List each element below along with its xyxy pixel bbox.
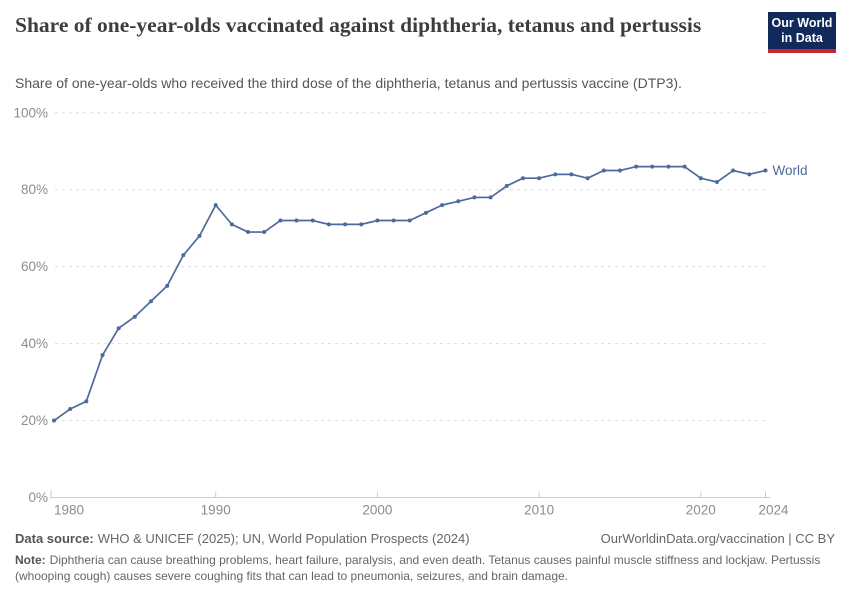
data-point — [666, 164, 671, 169]
data-point — [326, 222, 331, 227]
data-point — [763, 168, 768, 173]
data-point — [375, 218, 380, 223]
line-chart: 0% 20% 40% 60% 80% 100% 1980 1990 2000 2010 2020 20… — [13, 105, 807, 518]
data-point — [278, 218, 283, 223]
data-point — [181, 253, 186, 258]
data-point — [116, 326, 121, 331]
note-label: Note: — [15, 553, 46, 567]
chart-subtitle: Share of one-year-olds who received the … — [15, 75, 682, 91]
data-point — [197, 233, 202, 238]
data-point — [472, 195, 477, 200]
data-point — [650, 164, 655, 169]
note-text: Diphtheria can cause breathing problems,… — [15, 553, 821, 583]
attribution-link[interactable]: OurWorldinData.org/vaccination | CC BY — [600, 531, 835, 546]
data-point — [213, 203, 218, 208]
data-point — [747, 172, 752, 177]
y-tick-label: 40% — [21, 336, 48, 351]
data-source: Data source: WHO & UNICEF (2025); UN, Wor… — [15, 531, 470, 547]
data-point — [423, 210, 428, 215]
data-point — [601, 168, 606, 173]
data-point — [294, 218, 299, 223]
y-tick-label: 60% — [21, 259, 48, 274]
data-point — [343, 222, 348, 227]
x-tick-label: 1990 — [201, 503, 231, 518]
x-tick-label: 2020 — [686, 503, 716, 518]
data-point — [714, 180, 719, 185]
x-tick-label: 2000 — [362, 503, 392, 518]
footer-source-row: Data source: WHO & UNICEF (2025); UN, Wor… — [15, 531, 835, 547]
owid-logo-line2: in Data — [781, 31, 823, 45]
data-point — [310, 218, 315, 223]
data-point — [569, 172, 574, 177]
owid-logo-line1: Our World — [771, 16, 833, 30]
data-point — [165, 283, 170, 288]
data-point — [520, 176, 525, 181]
data-point — [100, 353, 105, 358]
x-tick-label: 1980 — [54, 503, 84, 518]
data-point — [585, 176, 590, 181]
data-point — [391, 218, 396, 223]
x-tick-label: 2010 — [524, 503, 554, 518]
data-point — [698, 176, 703, 181]
data-source-value: WHO & UNICEF (2025); UN, World Populatio… — [97, 531, 470, 546]
data-line-world — [53, 165, 767, 422]
x-tick-label: 2024 — [758, 503, 789, 518]
data-point — [634, 164, 639, 169]
data-point — [440, 203, 445, 208]
data-point — [553, 172, 558, 177]
series-label: World — [772, 163, 807, 178]
data-point — [68, 407, 73, 412]
page-title: Share of one-year-olds vaccinated agains… — [15, 13, 702, 37]
footer-note: Note: Diphtheria can cause breathing prob… — [15, 552, 835, 584]
data-point — [488, 195, 493, 200]
owid-logo[interactable]: Our World in Data — [768, 12, 836, 53]
y-tick-label: 100% — [13, 105, 48, 120]
data-point — [246, 230, 251, 235]
y-tick-label: 20% — [21, 413, 48, 428]
data-point — [456, 199, 461, 204]
data-point — [149, 299, 154, 304]
y-tick-label: 0% — [28, 490, 48, 505]
data-point — [359, 222, 364, 227]
data-point — [504, 183, 509, 188]
data-point — [617, 168, 622, 173]
data-point — [132, 314, 137, 319]
data-point — [262, 230, 267, 235]
data-point — [537, 176, 542, 181]
data-point — [682, 164, 687, 169]
data-point — [407, 218, 412, 223]
y-tick-label: 80% — [21, 182, 48, 197]
data-point — [52, 418, 56, 423]
data-point — [731, 168, 736, 173]
data-point — [229, 222, 234, 227]
data-point — [84, 399, 89, 404]
data-source-label: Data source: — [15, 531, 94, 546]
